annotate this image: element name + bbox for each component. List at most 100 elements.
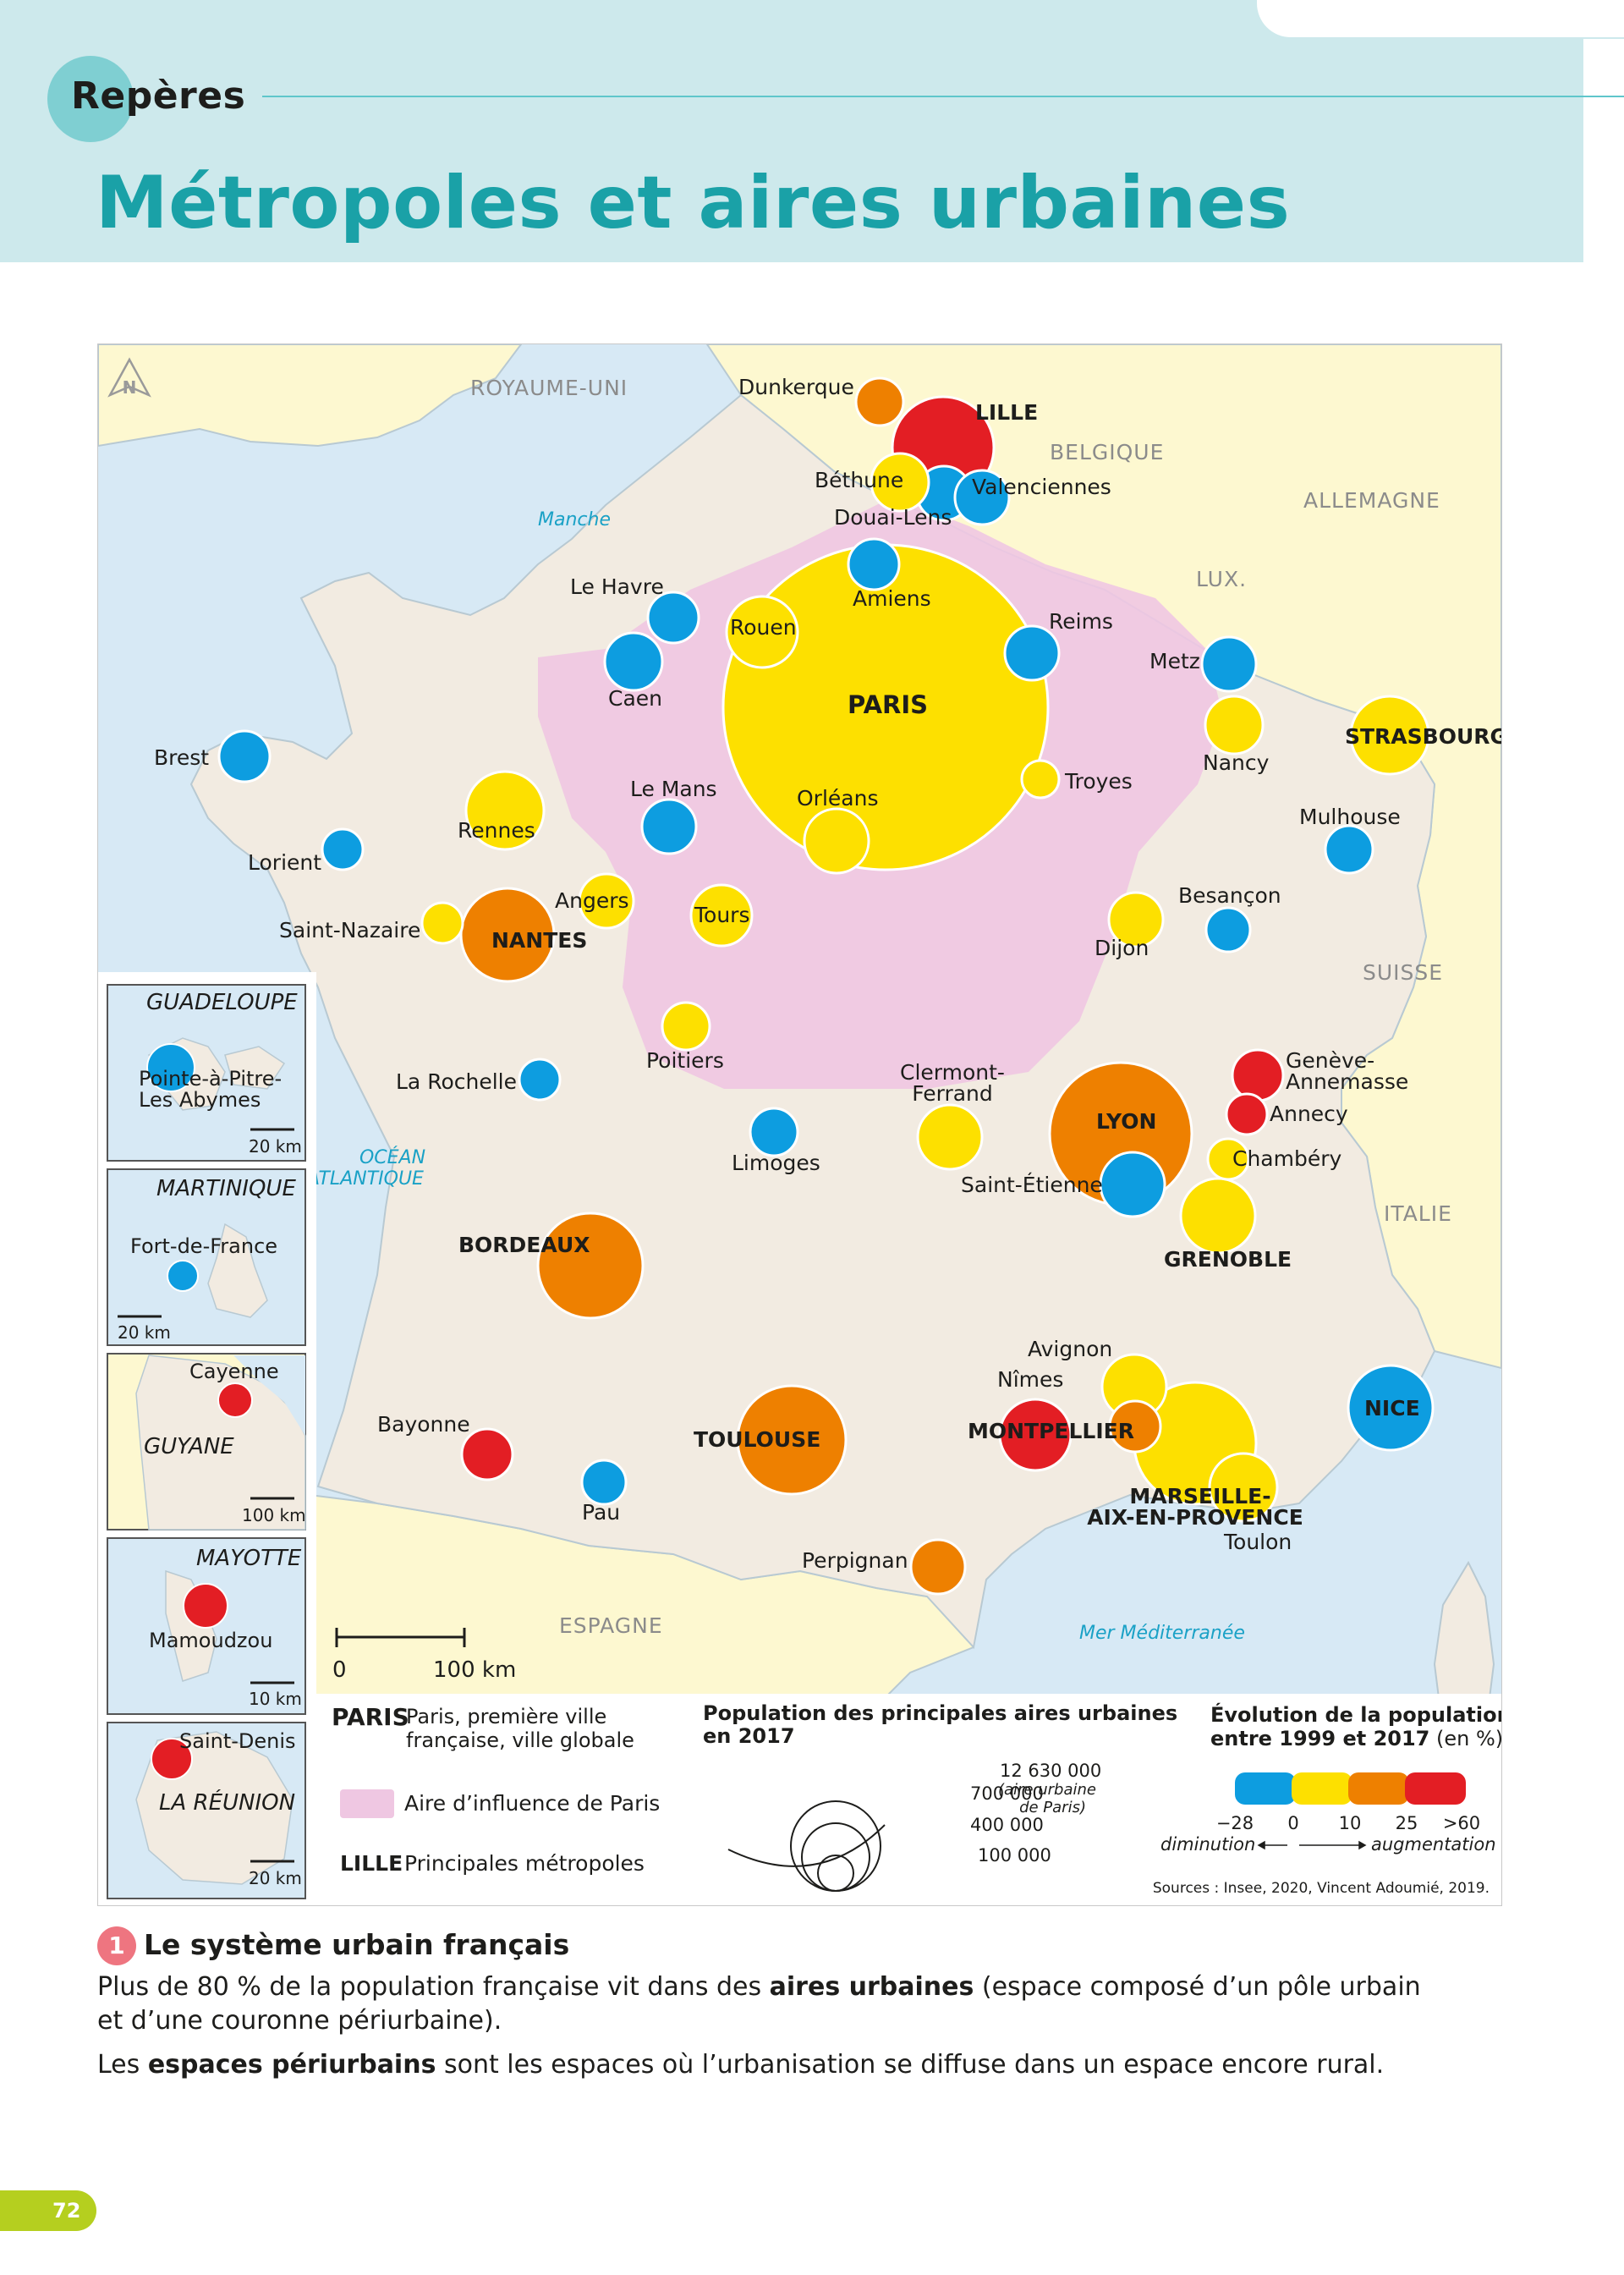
city-circle-bordeaux [536,1212,645,1320]
p2-text-c: sont les espaces où l’urbanisation se di… [436,2050,1385,2080]
city-circle-perpignan [909,1538,967,1596]
city-label-saint-etienne: Saint-Étienne [961,1173,1103,1197]
city-circle-mulhouse [1324,824,1374,875]
city-label-marseille: MARSEILLE- [1129,1484,1270,1508]
header-band-tab [1514,41,1583,129]
city-circle-besancon [1204,906,1252,953]
page-number: 72 [52,2199,81,2223]
header-band-cut [1257,0,1624,37]
svg-text:0: 0 [332,1657,347,1683]
p2-term-espaces-periurbains: espaces périurbains [147,2050,436,2080]
legend-evo-left: diminution [1160,1834,1255,1855]
svg-text:100 km: 100 km [242,1505,306,1525]
city-circle-nice [1347,1364,1435,1452]
legend-evo-arrow-icon [1257,1840,1367,1850]
city-circle-lorient [321,827,365,871]
city-circle-reims [1003,624,1061,682]
city-circle-rouen [725,595,799,669]
city-label-mulhouse: Mulhouse [1299,805,1401,829]
city-label-bethune: Béthune [815,468,903,492]
city-label-aix: AIX-EN-PROVENCE [1087,1505,1303,1530]
svg-text:Mamoudzou: Mamoudzou [149,1629,272,1652]
city-label-saint-nazaire: Saint-Nazaire [279,918,420,942]
city-label-lorient: Lorient [248,850,321,875]
legend-pop-400000: 400 000 [970,1815,1044,1835]
city-circle-brest [217,729,272,783]
page-number-tab: 72 [0,2190,96,2231]
inset-guadeloupe: GUADELOUPE Pointe-à-Pitre- Les Abymes 20… [107,984,306,1162]
city-circle-nantes [459,887,556,983]
label-manche: Manche [538,509,611,530]
city-label-douai-lens: Douai-Lens [834,505,952,530]
city-circle-amiens [847,537,901,591]
legend-pop-title-2: en 2017 [703,1724,795,1748]
city-circle-strasbourg [1349,695,1430,776]
section-label: Repères [71,74,246,118]
city-label-bayonne: Bayonne [377,1412,470,1437]
city-label-angers: Angers [555,888,629,913]
svg-text:Fort-de-France: Fort-de-France [130,1234,277,1258]
city-label-rennes: Rennes [458,818,535,843]
label-mediterranee: Mer Méditerranée [1079,1623,1245,1644]
label-atlantique: ATLANTIQUE [305,1168,424,1190]
legend-pop-title-1: Population des principales aires urbaine… [703,1701,1177,1725]
city-label-la-rochelle: La Rochelle [396,1069,517,1094]
city-circle-toulon [1208,1452,1279,1523]
city-label-le-mans: Le Mans [630,777,717,801]
legend-paris-desc-1: Paris, première ville [406,1705,606,1728]
city-label-ferrand: Ferrand [912,1081,993,1106]
city-circle-rennes [464,770,546,851]
city-circle-saint-etienne [1099,1151,1166,1218]
p2-text-a: Les [97,2050,148,2080]
legend-metro-code: LILLE [340,1851,403,1876]
section-dot [47,56,134,142]
svg-text:GUYANE: GUYANE [144,1434,234,1459]
city-label-toulouse: TOULOUSE [694,1427,820,1452]
svg-text:N: N [123,377,137,398]
city-circle-bethune [870,452,930,513]
label-suisse: SUISSE [1363,960,1443,985]
city-circle-metz [1200,635,1258,693]
svg-text:20 km: 20 km [118,1322,171,1343]
header-band [0,0,1624,262]
legend-evo-scale [1235,1772,1466,1805]
page-title: Métropoles et aires urbaines [96,161,1291,245]
city-circle-saint-nazaire [420,901,464,945]
header-band-notch [1583,39,1624,262]
legend-evo-tick-4: 25 [1396,1813,1418,1833]
city-label-avignon: Avignon [1028,1337,1112,1361]
inset-guyane: Cayenne GUYANE 100 km [107,1353,306,1530]
label-belgique: BELGIQUE [1050,440,1164,464]
inset-martinique: MARTINIQUE Fort-de-France 20 km [107,1168,306,1346]
city-circle-dijon [1107,891,1165,948]
city-label-dunkerque: Dunkerque [738,375,854,399]
legend-pop-paris-note-1: (aire urbaine [998,1781,1096,1799]
svg-text:Saint-Denis: Saint-Denis [179,1729,296,1753]
city-label-bordeaux: BORDEAUX [458,1233,590,1257]
label-lux: LUX. [1196,567,1247,591]
city-label-nimes: Nîmes [997,1367,1063,1392]
city-label-valenciennes: Valenciennes [972,475,1111,499]
svg-text:MAYOTTE: MAYOTTE [196,1546,302,1571]
city-circle-caen [603,631,664,692]
city-circle-bayonne [460,1427,514,1481]
city-circle-le-mans [640,798,698,855]
city-label-metz: Metz [1149,649,1200,673]
city-circle-nancy [1204,695,1265,756]
city-label-paris: PARIS [848,690,928,719]
legend-evo-right: augmentation [1371,1834,1496,1855]
svg-text:Cayenne: Cayenne [189,1360,279,1383]
city-circle-grenoble [1179,1177,1257,1255]
city-label-montpellier: MONTPELLIER [968,1419,1134,1443]
city-circle-dunkerque [854,376,905,427]
header-band-tab-lower [1438,129,1516,262]
legend: PARIS Paris, première ville française, v… [316,1694,1501,1905]
label-espagne: ESPAGNE [559,1613,663,1638]
city-label-pau: Pau [582,1500,620,1525]
city-label-caen: Caen [608,686,662,711]
map-svg: ROYAUME-UNI BELGIQUE ALLEMAGNE LUX. SUIS… [98,344,1501,1905]
city-label-nice: NICE [1364,1396,1420,1421]
city-label-annecy: Annecy [1270,1102,1348,1126]
city-label-lyon: LYON [1096,1109,1156,1134]
city-label-chambery: Chambéry [1232,1146,1342,1171]
